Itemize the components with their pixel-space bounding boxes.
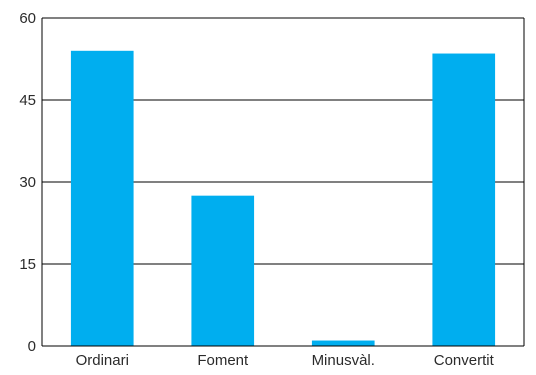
bar-ordinari	[70, 50, 134, 347]
bar-minusv-l-	[311, 340, 375, 346]
bars	[70, 50, 496, 347]
y-tick-labels: 0 15 30 45 60	[19, 10, 36, 355]
x-tick-labels: Ordinari Foment Minusvàl. Convertit	[76, 352, 495, 369]
x-tick-label-3: Convertit	[434, 352, 495, 369]
x-tick-label-1: Foment	[197, 352, 249, 369]
x-tick-label-0: Ordinari	[76, 352, 129, 369]
axes	[41, 17, 525, 347]
y-tick-label-30: 30	[19, 174, 36, 191]
y-tick-label-0: 0	[28, 338, 36, 355]
y-tick-label-45: 45	[19, 92, 36, 109]
y-tick-label-60: 60	[19, 10, 36, 27]
bar-foment	[191, 195, 255, 346]
y-tick-label-15: 15	[19, 256, 36, 273]
x-tick-label-2: Minusvàl.	[312, 352, 375, 369]
bar-convertit	[432, 53, 496, 347]
